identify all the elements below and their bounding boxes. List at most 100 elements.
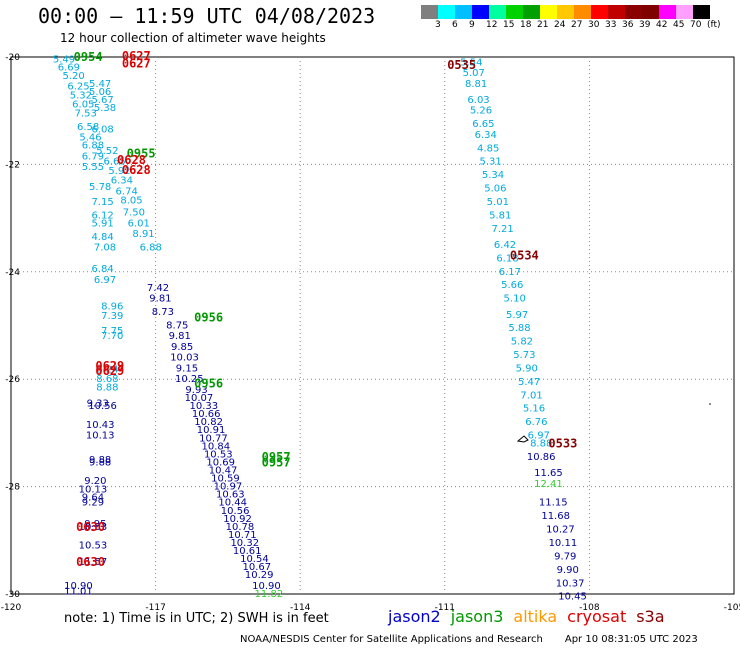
data-point-label: 6.18: [496, 253, 518, 264]
data-point-label: 6.65: [472, 119, 494, 130]
color-swatch: [557, 5, 574, 19]
data-point-label: 10.84: [202, 441, 231, 452]
data-point-label: 10.43: [86, 420, 115, 431]
data-point-label: 11.82: [255, 589, 284, 600]
data-point-label: 5.78: [89, 182, 111, 193]
data-point-label: 8.96: [101, 302, 123, 313]
x-tick-label: -105: [724, 603, 740, 613]
data-point-label: 5.34: [482, 170, 504, 181]
data-point-label: 6.84: [91, 264, 113, 275]
satellite-legend: jason2 jason3 altika cryosat s3a: [388, 607, 675, 626]
data-point-label: 10.71: [228, 530, 257, 541]
data-point-label: 5.54: [460, 57, 482, 68]
pass-time-label: 0535: [447, 58, 476, 72]
y-tick-label: -20: [5, 53, 20, 63]
color-swatch: [676, 5, 693, 19]
color-scale-label: 42: [656, 20, 668, 30]
pass-time-label: 0533: [548, 437, 577, 451]
data-point-label: 7.42: [147, 283, 169, 294]
data-point-label: 6.34: [475, 130, 497, 141]
y-tick-label: -26: [5, 375, 20, 385]
data-point-label: 8.91: [132, 229, 154, 240]
credit-organization: NOAA/NESDIS Center for Satellite Applica…: [240, 634, 543, 645]
data-point-label: 6.12: [91, 210, 113, 221]
data-point-label: 6.05: [72, 99, 94, 110]
color-swatch: [608, 5, 625, 19]
color-swatch: [642, 5, 659, 19]
pass-time-label: 0628: [117, 153, 146, 167]
color-swatch: [659, 5, 676, 19]
legend-jason2: jason2: [388, 607, 441, 626]
data-point-label: 10.33: [189, 401, 218, 412]
data-point-label: 10.53: [79, 541, 108, 552]
data-point-label: 10.67: [242, 562, 271, 573]
data-point-label: 9.85: [171, 342, 193, 353]
data-point-label: 10.11: [549, 538, 578, 549]
data-point-label: 10.90: [64, 581, 93, 592]
data-point-label: 5.52: [96, 146, 118, 157]
color-scale-label: 39: [639, 20, 651, 30]
color-swatch: [523, 5, 540, 19]
data-point-label: 10.86: [527, 452, 556, 463]
data-point-label: 8.24: [96, 365, 118, 376]
data-point-label: 5.47: [518, 377, 540, 388]
data-point-label: 10.77: [199, 433, 228, 444]
data-point-label: 9.93: [185, 385, 207, 396]
data-point-label: 6.79: [82, 151, 104, 162]
data-point-label: 5.66: [501, 280, 523, 291]
pass-time-label: 0956: [194, 376, 223, 390]
data-point-label: 9.33: [87, 398, 109, 409]
data-point-label: 5.06: [484, 184, 506, 195]
credit-line: NOAA/NESDIS Center for Satellite Applica…: [240, 634, 698, 645]
color-scale-label: 33: [605, 20, 617, 30]
data-point-label: 11.57: [79, 557, 108, 568]
data-point-label: 7.39: [101, 311, 123, 322]
data-point-label: 10.37: [556, 578, 585, 589]
color-scale-label: (ft): [707, 20, 721, 30]
pass-time-label: 0954: [74, 50, 103, 64]
data-point-label: 9.88: [89, 455, 111, 466]
data-point-label: 7.53: [75, 108, 97, 119]
data-point-label: 11.01: [64, 586, 93, 597]
pass-time-label: 0627: [122, 49, 151, 63]
data-point-label: 10.53: [79, 522, 108, 533]
data-point-label: 8.88: [530, 439, 552, 450]
data-point-label: 5.31: [479, 157, 501, 168]
data-point-label: 10.56: [88, 401, 117, 412]
data-point-label: 10.54: [240, 554, 269, 565]
color-scale-label: 70: [690, 20, 702, 30]
data-point-label: 6.74: [116, 186, 138, 197]
color-scale-label: 15: [503, 20, 515, 30]
legend-s3a: s3a: [636, 607, 665, 626]
color-swatch: [693, 5, 710, 19]
chart-title: 00:00 — 11:59 UTC 04/08/2023: [38, 4, 376, 28]
color-scale-label: 36: [622, 20, 634, 30]
data-point-label: 5.38: [94, 103, 116, 114]
data-point-label: 5.88: [508, 323, 530, 334]
data-point-label: 10.97: [214, 482, 243, 493]
data-point-label: 10.53: [204, 449, 233, 460]
color-swatch: [455, 5, 472, 19]
data-point-label: 10.63: [216, 490, 245, 501]
data-point-label: 9.88: [89, 457, 111, 468]
data-point-label: 6.58: [77, 122, 99, 133]
data-point-label: 6.97: [528, 431, 550, 442]
y-tick-label: -22: [5, 160, 20, 170]
data-point-label: 4.85: [477, 143, 499, 154]
data-point-label: 5.26: [470, 106, 492, 117]
data-point-label: 6.76: [525, 417, 547, 428]
data-point-label: 11.68: [541, 511, 570, 522]
data-point-label: 5.91: [91, 218, 113, 229]
color-scale-label: 3: [435, 20, 441, 30]
island-dot: [709, 403, 711, 405]
data-point-label: 10.90: [252, 581, 281, 592]
data-point-label: 5.47: [89, 79, 111, 90]
legend-jason3: jason3: [450, 607, 504, 626]
data-point-label: 7.21: [492, 224, 514, 235]
data-point-label: 7.50: [123, 208, 145, 219]
data-point-label: 6.17: [499, 267, 521, 278]
pass-time-label: 0630: [76, 520, 105, 534]
color-swatch: [489, 5, 506, 19]
data-point-label: 10.78: [226, 522, 255, 533]
